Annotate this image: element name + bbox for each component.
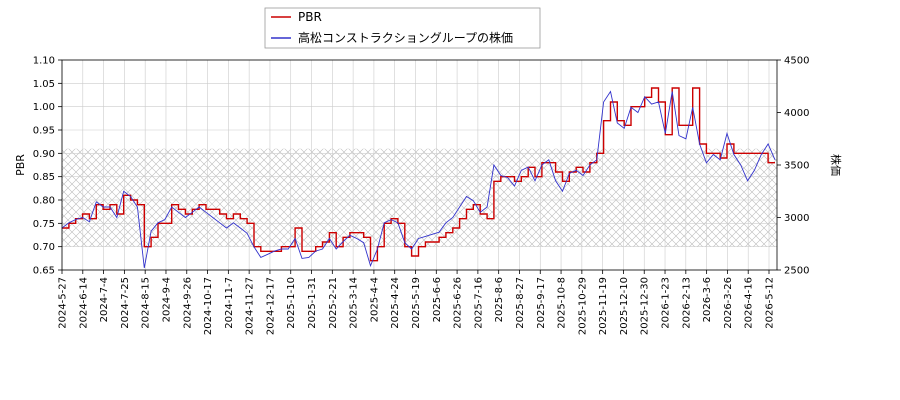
series-line-pbr [62, 87, 775, 262]
x-tick-label: 2026-4-16 [744, 277, 755, 329]
x-tick-label: 2025-6-26 [453, 277, 464, 329]
left-y-axis: 0.65 0.70 0.75 0.80 0.85 0.90 0.95 1.00 1.05 1.10 [33, 56, 62, 277]
x-tick-label: 2024-10-17 [203, 277, 214, 335]
x-axis: 2024-5-27 2024-6-14 2024-7-4 2024-7-25 2024-… [58, 270, 776, 335]
left-axis-label: PBR [14, 154, 27, 176]
series-layer [61, 87, 776, 268]
left-tick-label: 0.80 [33, 196, 55, 207]
left-tick-label: 0.90 [33, 149, 55, 160]
right-tick-label: 4000 [784, 108, 809, 119]
right-tick-label: 2500 [784, 266, 809, 277]
x-tick-label: 2024-9-4 [161, 277, 172, 322]
x-tick-label: 2025-2-21 [328, 277, 339, 329]
x-tick-label: 2025-8-27 [515, 277, 526, 329]
left-tick-label: 0.95 [33, 126, 55, 137]
x-tick-label: 2025-7-16 [473, 277, 484, 329]
left-tick-label: 1.00 [33, 102, 55, 113]
x-tick-label: 2025-12-10 [619, 277, 630, 335]
x-tick-label: 2024-11-7 [224, 277, 235, 329]
x-tick-label: 2024-9-26 [182, 277, 193, 329]
left-tick-label: 0.85 [33, 172, 55, 183]
x-tick-label: 2025-10-8 [557, 277, 568, 329]
left-tick-label: 0.65 [33, 266, 55, 277]
x-tick-label: 2025-10-29 [577, 277, 588, 335]
legend-box [264, 7, 541, 49]
x-tick-label: 2026-2-13 [681, 277, 692, 329]
left-tick-label: 0.70 [33, 242, 55, 253]
x-tick-label: 2025-6-6 [432, 277, 443, 322]
x-tick-label: 2025-4-24 [390, 277, 401, 329]
series-line-price [61, 90, 776, 268]
x-tick-label: 2025-5-19 [411, 277, 422, 329]
x-tick-label: 2025-4-4 [369, 277, 380, 322]
shaded-band [62, 148, 777, 247]
x-tick-label: 2024-5-27 [58, 277, 69, 329]
legend-label-pbr: PBR [298, 10, 322, 24]
x-tick-label: 2024-8-15 [141, 277, 152, 329]
legend: PBR 高松コンストラクショングループの株価 [264, 7, 541, 49]
x-tick-label: 2025-1-31 [307, 277, 318, 329]
x-tick-label: 2026-1-23 [661, 277, 672, 329]
legend-label-price: 高松コンストラクショングループの株価 [298, 30, 513, 45]
x-tick-label: 2025-3-14 [349, 277, 360, 329]
x-tick-label: 2024-6-14 [78, 277, 89, 329]
right-tick-label: 3500 [784, 161, 809, 172]
x-tick-label: 2026-3-26 [723, 277, 734, 329]
x-tick-label: 2024-11-27 [245, 277, 256, 335]
x-tick-label: 2024-7-4 [99, 277, 110, 322]
x-tick-label: 2025-11-19 [598, 277, 609, 335]
x-tick-label: 2026-3-6 [702, 277, 713, 322]
x-tick-label: 2024-12-17 [265, 277, 276, 335]
left-tick-label: 1.05 [33, 79, 55, 90]
left-tick-label: 0.75 [33, 219, 55, 230]
x-tick-label: 2025-8-6 [494, 277, 505, 322]
left-tick-label: 1.10 [33, 56, 55, 67]
x-tick-label: 2024-7-25 [120, 277, 131, 329]
x-tick-label: 2025-9-17 [536, 277, 547, 329]
right-axis-label: 株価 [829, 154, 843, 176]
right-tick-label: 3000 [784, 213, 809, 224]
right-tick-label: 4500 [784, 56, 809, 67]
x-tick-label: 2026-5-12 [765, 277, 776, 329]
x-tick-label: 2025-1-10 [286, 277, 297, 329]
right-y-axis: 2500 3000 3500 4000 4500 [777, 56, 809, 277]
x-tick-label: 2025-12-30 [640, 277, 651, 335]
